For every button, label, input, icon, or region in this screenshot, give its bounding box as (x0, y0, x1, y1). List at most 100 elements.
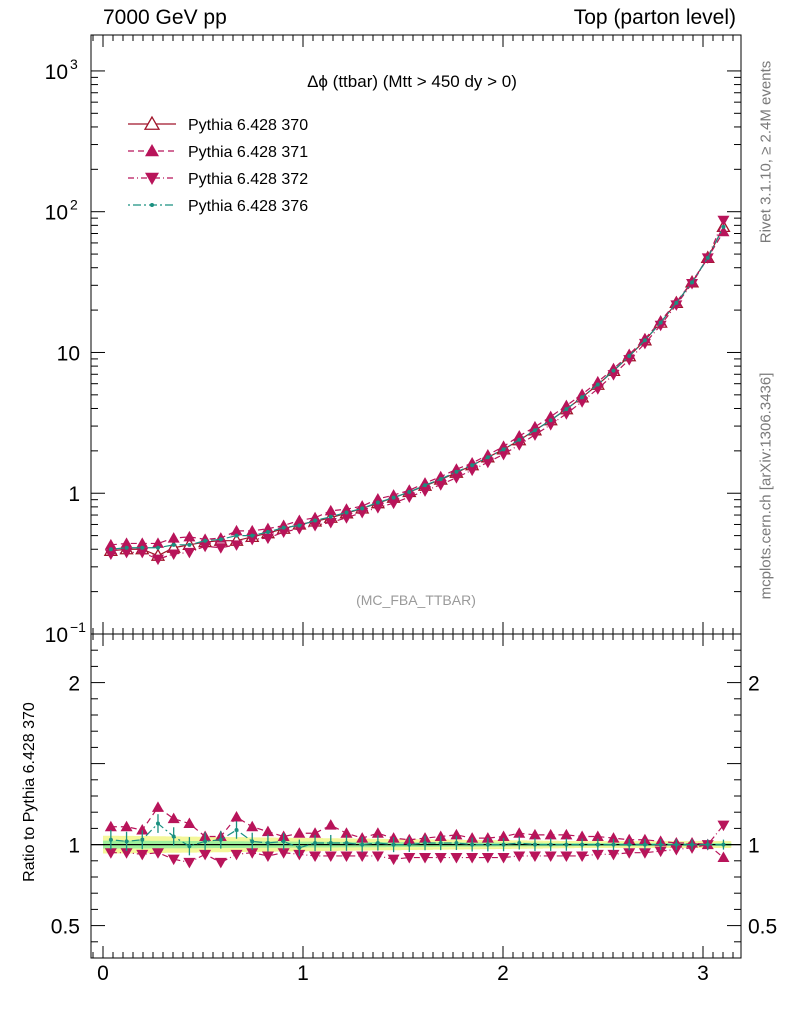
data-point (528, 430, 541, 441)
data-point (528, 828, 541, 840)
data-point (638, 848, 651, 859)
data-point (309, 520, 322, 532)
data-point (234, 828, 239, 833)
data-point (638, 833, 651, 845)
series-ratio-line (110, 824, 724, 864)
data-point (250, 533, 255, 538)
data-point (642, 842, 647, 847)
data-point (340, 827, 353, 838)
data-point (120, 537, 133, 548)
data-point (324, 819, 337, 830)
data-point (466, 832, 479, 843)
series-ratio-line (110, 822, 724, 849)
data-point (497, 440, 510, 451)
y-tick-label: 10 (45, 202, 68, 225)
series-ratio-2 (104, 801, 730, 863)
data-point (419, 486, 432, 497)
data-point (717, 215, 730, 227)
data-point (297, 523, 302, 528)
data-point (293, 827, 306, 838)
data-point (532, 842, 537, 847)
data-point (466, 853, 479, 864)
data-point (387, 498, 400, 510)
data-point (324, 851, 337, 862)
series-ratio-3 (104, 820, 730, 869)
data-point (517, 437, 522, 442)
data-point (544, 420, 557, 431)
y-tick-label: 10 (45, 61, 68, 84)
data-point (309, 851, 322, 862)
data-point (108, 547, 113, 552)
data-point (230, 540, 243, 551)
data-point (143, 115, 161, 130)
series-main-2 (104, 225, 730, 550)
data-point (340, 513, 353, 524)
data-point (513, 851, 526, 862)
data-point (151, 848, 164, 859)
data-point (104, 848, 117, 859)
data-point (407, 842, 412, 847)
y-tick-label: 10 (57, 342, 80, 365)
data-point (454, 469, 459, 474)
data-point (423, 483, 428, 488)
ratio-y-tick-label-left: 2 (68, 673, 80, 696)
data-point (230, 811, 243, 822)
series-main-1 (103, 219, 731, 561)
data-point (246, 524, 259, 536)
ratio-y-tick-label-left: 0.5 (51, 916, 80, 939)
data-point (360, 842, 365, 847)
data-point (690, 842, 695, 847)
data-point (434, 830, 447, 841)
data-point (246, 848, 259, 859)
data-point (356, 851, 369, 862)
data-point (481, 832, 494, 843)
legend-label: Pythia 6.428 376 (188, 198, 308, 215)
data-point (375, 500, 380, 505)
data-point (654, 320, 667, 332)
data-point (721, 842, 726, 847)
data-point (344, 840, 349, 845)
series-ratio-4 (108, 814, 726, 857)
data-point (324, 504, 337, 516)
data-point (340, 851, 353, 862)
data-point (497, 449, 510, 461)
y-tick-label: 10 (45, 624, 68, 647)
analysis-watermark: (MC_FBA_TTBAR) (356, 592, 476, 608)
data-point (548, 418, 553, 423)
data-point (497, 853, 510, 864)
data-point (670, 844, 683, 856)
data-point (470, 463, 475, 468)
data-point (371, 503, 384, 514)
data-point (548, 842, 553, 847)
data-point (407, 490, 412, 495)
header-right-label: Top (parton level) (573, 6, 736, 29)
data-point (564, 407, 569, 412)
data-point (705, 842, 710, 847)
data-point (250, 839, 255, 844)
data-point (466, 456, 479, 468)
data-point (387, 854, 400, 866)
data-point (151, 801, 164, 812)
series-main-4 (108, 224, 726, 552)
data-point (203, 538, 208, 543)
data-point (218, 537, 223, 542)
data-point (611, 368, 616, 373)
data-point (517, 840, 522, 845)
x-tick-label: 2 (497, 962, 509, 985)
data-point (234, 533, 239, 538)
data-point (717, 820, 730, 832)
data-point (513, 430, 526, 441)
data-point (265, 530, 270, 535)
data-point (454, 840, 459, 845)
data-point (167, 532, 180, 543)
data-point (104, 549, 117, 561)
data-point (674, 842, 679, 847)
data-point (136, 849, 149, 861)
data-point (595, 382, 600, 387)
data-point (403, 853, 416, 864)
chart-title: Δϕ (ttbar) (Mtt > 450 dy > 0) (307, 72, 517, 91)
data-point (120, 820, 133, 832)
data-point (623, 355, 636, 366)
data-point (544, 851, 557, 862)
data-point (438, 477, 443, 482)
